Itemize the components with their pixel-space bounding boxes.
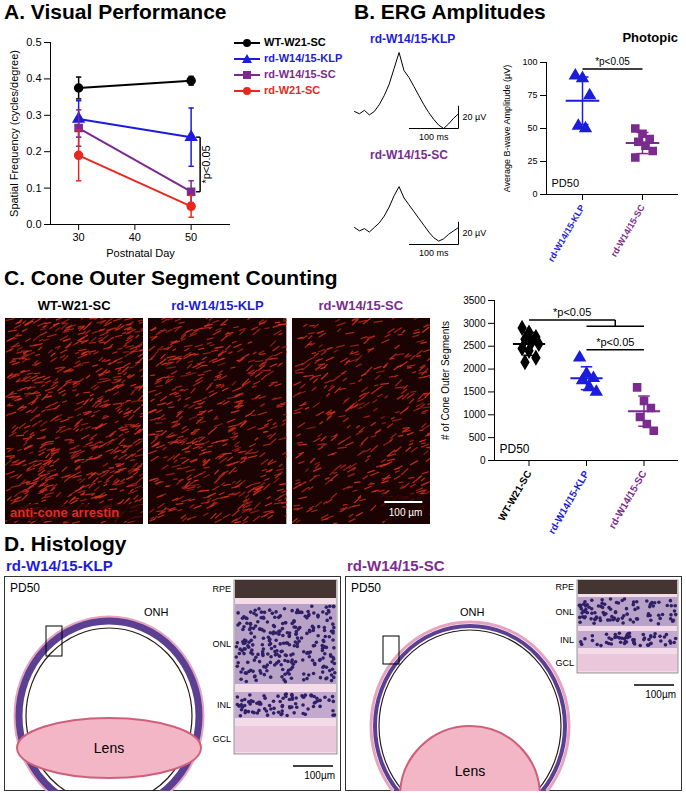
html-text:WT-W21-SC: WT-W21-SC xyxy=(261,36,326,48)
svg-text:100µm: 100µm xyxy=(304,770,335,781)
html-text:D. Histology: D. Histology xyxy=(4,532,127,555)
svg-text:PD50: PD50 xyxy=(500,442,530,456)
svg-text:0.5: 0.5 xyxy=(26,36,41,48)
svg-text:rd-W14/15-SC: rd-W14/15-SC xyxy=(606,469,648,531)
svg-text:ONH: ONH xyxy=(144,606,169,618)
svg-text:30: 30 xyxy=(73,231,85,243)
svg-text:0.2: 0.2 xyxy=(26,145,41,157)
html-text:Photopic: Photopic xyxy=(622,30,678,45)
svg-text:INL: INL xyxy=(560,635,574,645)
html-text:rd-W21-SC: rd-W21-SC xyxy=(261,84,321,96)
svg-text:INL: INL xyxy=(217,700,231,710)
svg-text:0.3: 0.3 xyxy=(26,109,41,121)
svg-text:PD50: PD50 xyxy=(10,581,40,595)
svg-text:anti-cone arrestin: anti-cone arrestin xyxy=(10,505,119,520)
svg-text:GCL: GCL xyxy=(555,658,574,668)
svg-text:RPE: RPE xyxy=(212,584,231,594)
html-text:rd-W14/15-KLP: rd-W14/15-KLP xyxy=(171,298,264,313)
svg-text:# of Cone Outer Segments: # of Cone Outer Segments xyxy=(440,321,451,440)
html-text:rd-W14/15-KLP: rd-W14/15-KLP xyxy=(261,52,343,64)
svg-text:1000: 1000 xyxy=(463,409,486,420)
html-text:rd-W14/15-KLP: rd-W14/15-KLP xyxy=(370,32,456,46)
svg-text:50: 50 xyxy=(185,231,197,243)
svg-text:ONL: ONL xyxy=(212,639,231,649)
svg-text:*p<0.05: *p<0.05 xyxy=(553,306,591,318)
svg-text:0: 0 xyxy=(532,189,537,199)
html-text:rd-W14/15-KLP: rd-W14/15-KLP xyxy=(6,557,113,574)
svg-text:3500: 3500 xyxy=(463,295,486,306)
svg-text:100 µm: 100 µm xyxy=(388,507,422,518)
svg-text:100 ms: 100 ms xyxy=(419,248,449,258)
svg-text:Spatial Frequency (cycles/degr: Spatial Frequency (cycles/degree) xyxy=(8,50,20,217)
svg-text:500: 500 xyxy=(469,432,486,443)
svg-text:Lens: Lens xyxy=(455,763,485,779)
svg-text:1500: 1500 xyxy=(463,386,486,397)
svg-text:*p<0.05: *p<0.05 xyxy=(596,336,634,348)
svg-text:rd-W14/15-SC: rd-W14/15-SC xyxy=(609,203,647,259)
svg-text:rd-W14/15-KLP: rd-W14/15-KLP xyxy=(546,203,587,263)
svg-text:Lens: Lens xyxy=(94,740,124,756)
svg-text:3000: 3000 xyxy=(463,318,486,329)
svg-text:100µm: 100µm xyxy=(645,689,676,700)
svg-text:40: 40 xyxy=(129,231,141,243)
svg-text:rd-W14/15-KLP: rd-W14/15-KLP xyxy=(546,468,591,535)
svg-text:50: 50 xyxy=(527,123,537,133)
html-text:rd-W14/15-SC: rd-W14/15-SC xyxy=(347,557,445,574)
html-text:B. ERG Amplitudes: B. ERG Amplitudes xyxy=(354,0,546,23)
svg-text:75: 75 xyxy=(527,90,537,100)
html-text:rd-W14/15-SC: rd-W14/15-SC xyxy=(261,68,336,80)
svg-text:25: 25 xyxy=(527,156,537,166)
svg-text:*p<0.05: *p<0.05 xyxy=(595,56,630,67)
svg-text:PD50: PD50 xyxy=(351,581,381,595)
svg-text:RPE: RPE xyxy=(555,582,574,592)
svg-text:20 µV: 20 µV xyxy=(463,228,487,238)
svg-text:0.1: 0.1 xyxy=(26,182,41,194)
html-text:C. Cone Outer Segment Counting: C. Cone Outer Segment Counting xyxy=(4,266,338,289)
svg-text:2500: 2500 xyxy=(463,340,486,351)
html-text:rd-W14/15-SC: rd-W14/15-SC xyxy=(370,148,448,162)
html-text:WT-W21-SC: WT-W21-SC xyxy=(37,298,111,313)
svg-text:WT-W21-SC: WT-W21-SC xyxy=(496,469,534,523)
svg-text:*p<0.05: *p<0.05 xyxy=(200,145,212,183)
svg-text:PD50: PD50 xyxy=(552,177,580,189)
svg-text:2000: 2000 xyxy=(463,363,486,374)
html-text:rd-W14/15-SC: rd-W14/15-SC xyxy=(318,298,404,313)
svg-text:ONL: ONL xyxy=(555,607,574,617)
svg-text:Average B-wave Amplitude (µV): Average B-wave Amplitude (µV) xyxy=(502,65,512,193)
svg-text:ONH: ONH xyxy=(460,606,485,618)
html-text:A. Visual Performance: A. Visual Performance xyxy=(4,0,227,23)
svg-text:100: 100 xyxy=(522,57,537,67)
svg-text:0: 0 xyxy=(480,455,486,466)
svg-text:Postnatal Day: Postnatal Day xyxy=(106,247,175,259)
svg-text:20 µV: 20 µV xyxy=(463,112,487,122)
svg-text:0.4: 0.4 xyxy=(26,72,41,84)
svg-text:0.0: 0.0 xyxy=(26,218,41,230)
svg-text:GCL: GCL xyxy=(212,734,231,744)
svg-text:100 ms: 100 ms xyxy=(419,132,449,142)
